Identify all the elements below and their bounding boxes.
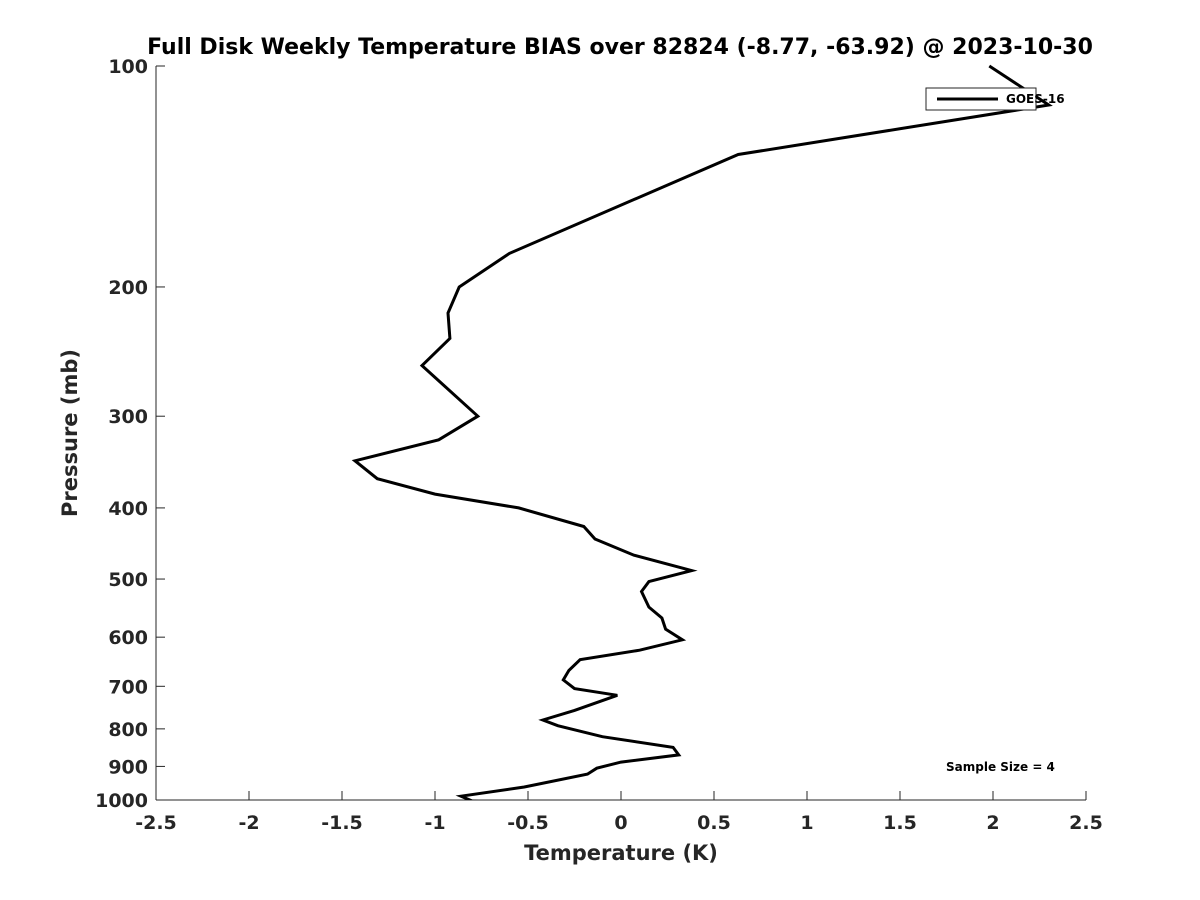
legend-label-goes-16: GOES-16 <box>1006 92 1065 106</box>
y-tick-label: 100 <box>108 56 148 78</box>
x-tick-label: 0.5 <box>697 812 731 834</box>
y-ticks: 100 200 300 400 500 600 700 800 900 1000 <box>95 56 165 812</box>
y-tick-label: 1000 <box>95 790 148 812</box>
x-tick-label: -0.5 <box>507 812 549 834</box>
x-tick-label: 2.5 <box>1069 812 1103 834</box>
y-tick-label: 500 <box>108 569 148 591</box>
x-axis-label: Temperature (K) <box>524 841 718 865</box>
x-tick-label: -2.5 <box>135 812 177 834</box>
y-tick-label: 300 <box>108 406 148 428</box>
series-layer <box>351 64 1053 800</box>
x-tick-label: -1 <box>424 812 445 834</box>
x-tick-label: -1.5 <box>321 812 363 834</box>
x-tick-label: 1 <box>800 812 813 834</box>
y-tick-label: 400 <box>108 498 148 520</box>
y-tick-label: 800 <box>108 719 148 741</box>
x-ticks: -2.5 -2 -1.5 -1 -0.5 0 0.5 1 1.5 2 2.5 <box>135 791 1103 834</box>
y-axis-label: Pressure (mb) <box>58 349 82 517</box>
sample-size-annotation: Sample Size = 4 <box>946 760 1055 774</box>
y-tick-label: 600 <box>108 627 148 649</box>
x-tick-label: 2 <box>986 812 999 834</box>
series-line-goes-16 <box>351 64 1053 800</box>
chart-title: Full Disk Weekly Temperature BIAS over 8… <box>147 35 1093 60</box>
y-tick-label: 700 <box>108 676 148 698</box>
x-tick-label: 1.5 <box>883 812 917 834</box>
legend: GOES-16 <box>925 87 1065 111</box>
x-tick-label: 0 <box>614 812 627 834</box>
y-tick-label: 900 <box>108 756 148 778</box>
y-tick-label: 200 <box>108 277 148 299</box>
x-tick-label: -2 <box>238 812 259 834</box>
